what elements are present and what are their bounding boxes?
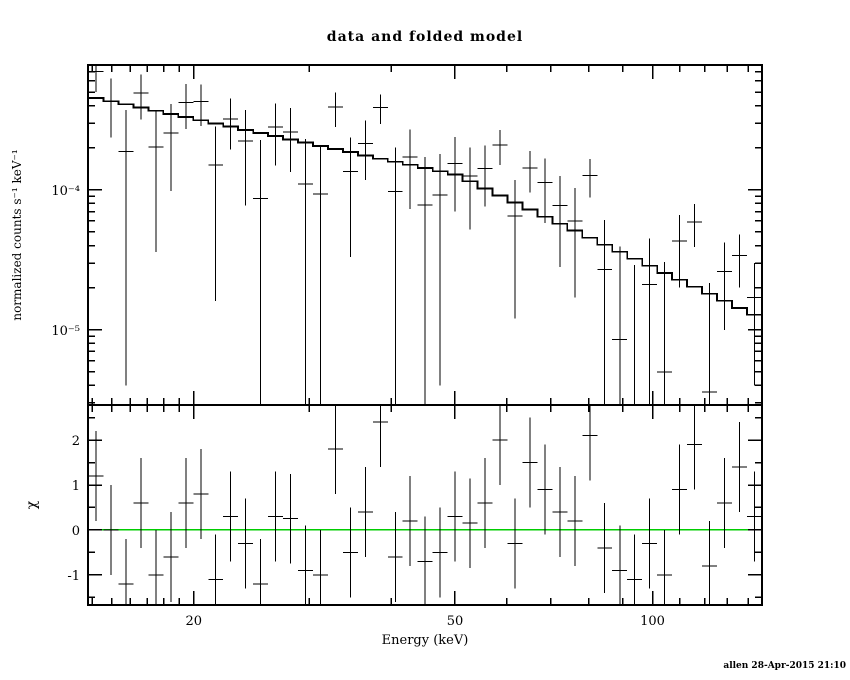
chi-tick-label: 2 xyxy=(72,434,80,449)
x-axis-label: Energy (keV) xyxy=(382,633,469,648)
x-tick-label: 50 xyxy=(447,614,464,629)
spectrum-panel-content xyxy=(88,65,762,405)
y-tick-label: 10⁻⁵ xyxy=(51,324,80,339)
x-tick-label: 100 xyxy=(640,614,665,629)
y-axis-label-spectrum: normalized counts s⁻¹ keV⁻¹ xyxy=(10,149,24,320)
residual-panel-content xyxy=(88,405,762,605)
plot-footer: allen 28-Apr-2015 21:10 xyxy=(723,661,846,671)
plot-title: data and folded model xyxy=(327,29,523,45)
y-tick-label: 10⁻⁴ xyxy=(51,184,80,199)
residual-panel-frame xyxy=(87,404,763,606)
chi-tick-label: -1 xyxy=(67,569,80,584)
chi-tick-label: 0 xyxy=(72,524,80,539)
y-axis-label-chi: χ xyxy=(24,500,40,509)
chi-tick-label: 1 xyxy=(72,479,80,494)
plot-content: 20 50 100 10⁻⁵ 10⁻⁴ -1 0 1 2 xyxy=(51,64,763,629)
x-tick-label: 20 xyxy=(186,614,203,629)
